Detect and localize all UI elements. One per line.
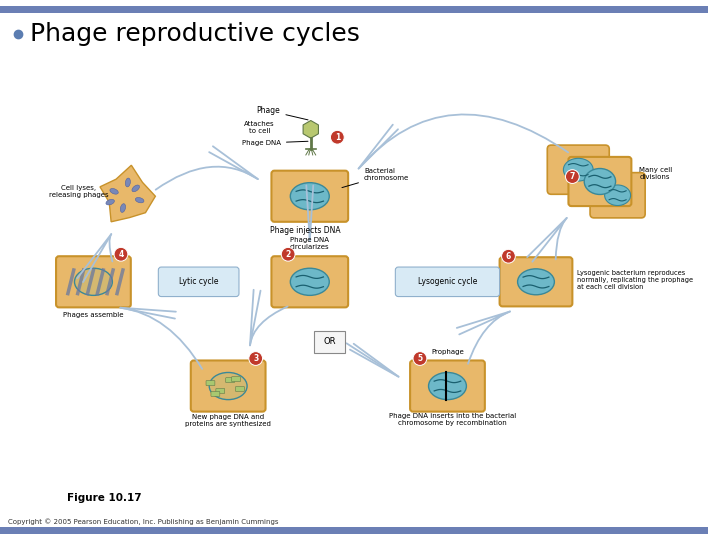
Text: 1: 1 [335, 133, 340, 141]
Text: Many cell
divisions: Many cell divisions [639, 167, 672, 180]
Ellipse shape [135, 198, 144, 203]
Text: 6: 6 [506, 252, 511, 261]
FancyBboxPatch shape [158, 267, 239, 296]
Ellipse shape [110, 188, 118, 194]
Circle shape [114, 247, 128, 261]
Circle shape [282, 247, 295, 261]
FancyBboxPatch shape [232, 377, 240, 382]
Text: 7: 7 [570, 172, 575, 181]
Circle shape [565, 170, 580, 184]
Text: 5: 5 [418, 354, 423, 363]
Text: 3: 3 [253, 354, 258, 363]
Ellipse shape [563, 158, 593, 181]
Text: Phage reproductive cycles: Phage reproductive cycles [30, 22, 359, 46]
FancyBboxPatch shape [235, 387, 244, 392]
Circle shape [413, 352, 427, 366]
Bar [0, 6, 708, 14]
Ellipse shape [518, 269, 554, 295]
FancyBboxPatch shape [271, 171, 348, 222]
Ellipse shape [125, 178, 130, 187]
Text: Bacterial
chromosome: Bacterial chromosome [342, 168, 409, 187]
Text: Figure 10.17: Figure 10.17 [67, 493, 142, 503]
FancyBboxPatch shape [547, 145, 609, 194]
Ellipse shape [120, 204, 125, 212]
Ellipse shape [584, 168, 616, 194]
FancyBboxPatch shape [410, 361, 485, 411]
Text: 2: 2 [286, 250, 291, 259]
Ellipse shape [106, 199, 114, 205]
FancyBboxPatch shape [191, 361, 266, 411]
FancyBboxPatch shape [216, 388, 225, 394]
Ellipse shape [132, 185, 140, 192]
Text: 4: 4 [118, 250, 124, 259]
Text: Lytic cycle: Lytic cycle [179, 278, 218, 286]
FancyBboxPatch shape [206, 381, 215, 386]
Ellipse shape [290, 268, 329, 295]
Text: Attaches
to cell: Attaches to cell [244, 121, 275, 134]
Ellipse shape [74, 268, 112, 295]
Text: Lysogenic cycle: Lysogenic cycle [418, 278, 477, 286]
FancyBboxPatch shape [271, 256, 348, 307]
FancyBboxPatch shape [590, 173, 645, 218]
Text: Prophage: Prophage [431, 349, 464, 355]
Circle shape [249, 352, 263, 366]
Bar [0, 526, 708, 534]
Ellipse shape [428, 373, 467, 400]
Text: Copyright © 2005 Pearson Education, Inc. Publishing as Benjamin Cummings: Copyright © 2005 Pearson Education, Inc.… [8, 518, 279, 525]
FancyBboxPatch shape [395, 267, 500, 296]
Polygon shape [100, 165, 156, 222]
Ellipse shape [605, 185, 631, 206]
Circle shape [330, 130, 344, 144]
Text: Cell lyses,
releasing phages: Cell lyses, releasing phages [49, 185, 109, 198]
Text: Phage DNA: Phage DNA [242, 140, 308, 146]
Text: Phage DNA inserts into the bacterial
chromosome by recombination: Phage DNA inserts into the bacterial chr… [389, 413, 516, 426]
Text: New phage DNA and
proteins are synthesized: New phage DNA and proteins are synthesiz… [185, 414, 271, 427]
FancyBboxPatch shape [56, 256, 131, 307]
Text: Phage injects DNA: Phage injects DNA [269, 226, 340, 235]
Text: Lysogenic bacterium reproduces
normally, replicating the prophage
at each cell d: Lysogenic bacterium reproduces normally,… [577, 270, 693, 290]
Circle shape [502, 249, 516, 263]
FancyBboxPatch shape [500, 257, 572, 306]
Ellipse shape [210, 373, 247, 400]
Text: OR: OR [323, 338, 336, 346]
FancyBboxPatch shape [314, 331, 345, 353]
Text: Phages assemble: Phages assemble [63, 312, 124, 318]
Text: Phage DNA
circularizes: Phage DNA circularizes [290, 238, 330, 251]
Ellipse shape [290, 183, 329, 210]
FancyBboxPatch shape [211, 392, 220, 396]
FancyBboxPatch shape [568, 157, 631, 206]
FancyBboxPatch shape [225, 377, 235, 383]
Text: Phage: Phage [257, 106, 308, 120]
